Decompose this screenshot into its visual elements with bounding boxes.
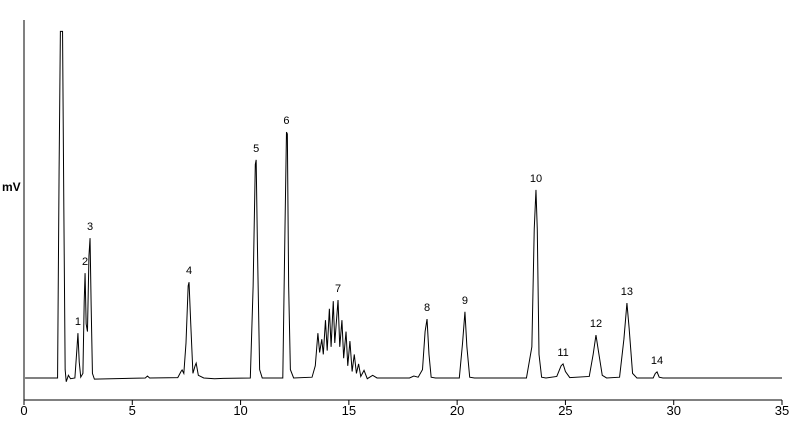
peak-label: 10 — [530, 173, 542, 185]
x-tick-label: 15 — [342, 403, 356, 418]
x-tick-label: 30 — [666, 403, 680, 418]
peak-label: 9 — [462, 295, 468, 307]
peak-label: 1 — [75, 316, 81, 328]
peak-label: 14 — [651, 355, 663, 367]
peak-label: 4 — [186, 265, 192, 277]
peak-label: 11 — [557, 347, 568, 359]
x-tick-label: 5 — [129, 403, 136, 418]
x-tick-label: 35 — [775, 403, 789, 418]
peak-label: 2 — [82, 256, 88, 268]
x-tick-label: 25 — [558, 403, 572, 418]
peak-label: 12 — [590, 318, 602, 330]
x-tick-label: 10 — [233, 403, 247, 418]
x-tick-label: 20 — [450, 403, 464, 418]
trace — [25, 30, 782, 382]
x-tick-label: 0 — [20, 403, 27, 418]
peak-label: 8 — [424, 302, 430, 314]
peak-label: 5 — [253, 143, 259, 155]
peak-label: 6 — [283, 115, 289, 127]
peak-label: 7 — [335, 283, 341, 295]
y-axis-label: mV — [2, 180, 21, 194]
peak-label: 3 — [87, 221, 93, 233]
peak-label: 13 — [621, 286, 633, 298]
